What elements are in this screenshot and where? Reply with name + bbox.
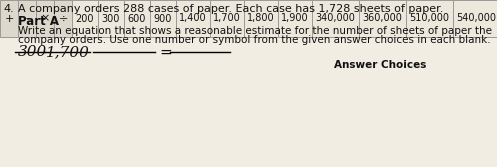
Text: ÷: ÷ [58, 14, 68, 24]
Bar [124, 0, 150, 37]
Bar [278, 0, 312, 37]
Bar [18, 0, 36, 37]
Text: ×: × [40, 14, 50, 24]
Text: -: - [25, 14, 29, 24]
Bar [150, 0, 176, 37]
Bar [406, 0, 453, 37]
Bar [244, 0, 278, 37]
Text: 200: 200 [76, 14, 94, 24]
Text: 300: 300 [102, 14, 120, 24]
Text: 1,400: 1,400 [179, 14, 207, 24]
Text: +: + [4, 14, 14, 24]
Bar [176, 0, 210, 37]
Text: Answer Choices: Answer Choices [334, 60, 426, 70]
Bar [72, 0, 98, 37]
Bar [453, 0, 497, 37]
Text: 340,000: 340,000 [316, 14, 355, 24]
Text: 4.: 4. [3, 4, 14, 14]
Text: 300: 300 [18, 45, 47, 59]
Bar [0, 0, 18, 37]
Bar [312, 0, 359, 37]
Text: 1,700: 1,700 [46, 45, 90, 59]
Bar [359, 0, 406, 37]
Bar [210, 0, 244, 37]
Text: Part A: Part A [18, 15, 59, 28]
Text: company orders. Use one number or symbol from the given answer choices in each b: company orders. Use one number or symbol… [18, 35, 491, 45]
Text: 510,000: 510,000 [410, 14, 449, 24]
Text: 540,000: 540,000 [457, 14, 497, 24]
Text: 1,900: 1,900 [281, 14, 309, 24]
Text: Write an equation that shows a reasonable estimate for the number of sheets of p: Write an equation that shows a reasonabl… [18, 26, 492, 36]
Bar [54, 0, 72, 37]
Text: =: = [159, 45, 172, 60]
Bar [36, 0, 54, 37]
Text: 1,800: 1,800 [247, 14, 275, 24]
Text: 600: 600 [128, 14, 146, 24]
Text: A company orders 288 cases of paper. Each case has 1,728 sheets of paper.: A company orders 288 cases of paper. Eac… [18, 4, 443, 14]
Text: 1,700: 1,700 [213, 14, 241, 24]
Text: 360,000: 360,000 [363, 14, 403, 24]
Text: 900: 900 [154, 14, 172, 24]
Bar [98, 0, 124, 37]
